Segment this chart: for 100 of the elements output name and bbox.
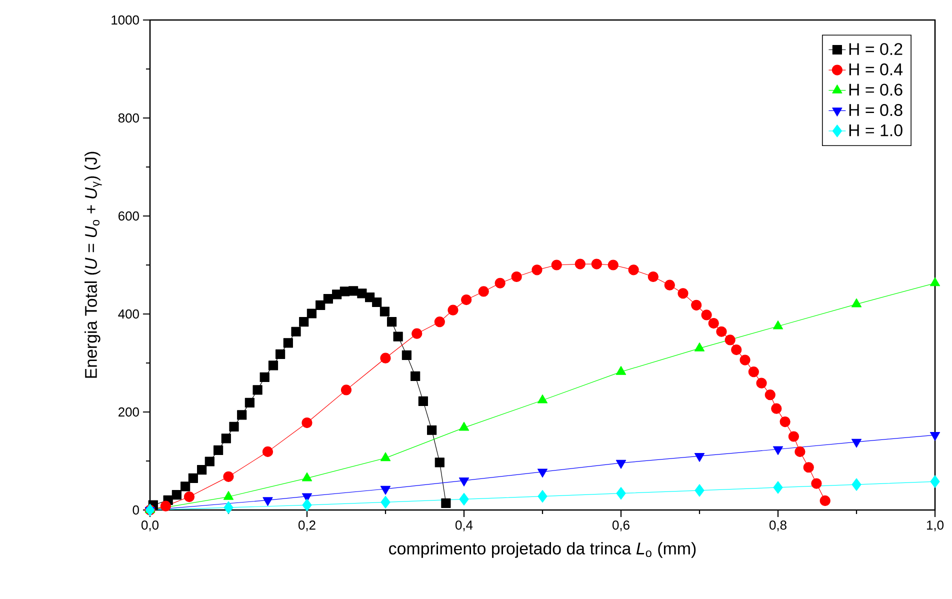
- point: [930, 432, 940, 441]
- point: [458, 478, 470, 486]
- point: [188, 473, 198, 483]
- legend-label: H = 1.0: [849, 124, 902, 136]
- point: [459, 492, 469, 506]
- x-tick-label: 0,2: [298, 520, 316, 532]
- point: [410, 371, 420, 382]
- point: [380, 352, 391, 364]
- point: [628, 264, 639, 276]
- point: [380, 486, 391, 495]
- point: [197, 465, 207, 475]
- x-tick-label: 0,4: [456, 520, 473, 532]
- point: [694, 453, 705, 462]
- x-tick-label: 0,8: [770, 520, 786, 532]
- point: [716, 326, 727, 337]
- point: [708, 318, 719, 329]
- point: [764, 390, 776, 400]
- point: [851, 298, 862, 308]
- point: [748, 366, 759, 378]
- point: [772, 446, 784, 456]
- point: [213, 445, 224, 456]
- point: [537, 468, 548, 478]
- legend-label: H = 0.8: [849, 104, 902, 116]
- point: [494, 278, 506, 288]
- point: [616, 460, 626, 469]
- x-tick-label: 0,0: [142, 520, 159, 532]
- point: [348, 286, 358, 296]
- point: [260, 372, 270, 382]
- point: [616, 487, 626, 500]
- point: [316, 300, 326, 310]
- point: [204, 456, 214, 466]
- y-tick-label: 800: [118, 113, 139, 123]
- point: [224, 501, 234, 514]
- point: [302, 417, 312, 428]
- point: [574, 258, 586, 270]
- y-tick-label: 200: [118, 407, 139, 417]
- point: [694, 484, 704, 497]
- y-tick-label: 600: [118, 211, 139, 221]
- point: [930, 475, 940, 488]
- point: [780, 416, 790, 428]
- point: [380, 452, 391, 462]
- point: [237, 410, 247, 420]
- point: [262, 446, 274, 457]
- point: [244, 398, 254, 408]
- point: [788, 431, 800, 442]
- point: [851, 438, 862, 448]
- point: [803, 462, 814, 473]
- point: [302, 498, 312, 512]
- point: [532, 264, 542, 276]
- point: [538, 490, 548, 503]
- point: [229, 422, 239, 432]
- point: [616, 366, 626, 375]
- point: [412, 328, 422, 339]
- point: [276, 349, 286, 359]
- point: [441, 498, 451, 508]
- point: [306, 308, 317, 318]
- point: [380, 496, 390, 508]
- legend-label: H = 0.6: [849, 84, 902, 96]
- point: [794, 446, 806, 457]
- legend-label: H = 0.4: [849, 63, 903, 76]
- x-tick-label: 0,6: [612, 520, 630, 532]
- point: [386, 317, 397, 327]
- point: [180, 482, 190, 492]
- point: [771, 403, 782, 414]
- point: [551, 260, 562, 270]
- y-tick-label: 0: [132, 505, 139, 515]
- point: [724, 334, 736, 346]
- point: [852, 478, 862, 491]
- point: [380, 306, 390, 316]
- point: [262, 497, 273, 506]
- point: [701, 310, 712, 320]
- point: [427, 425, 437, 435]
- point: [461, 294, 472, 306]
- point: [372, 297, 382, 308]
- point: [283, 338, 293, 348]
- point: [340, 286, 350, 296]
- point: [691, 300, 702, 310]
- point: [731, 344, 742, 356]
- point: [223, 471, 234, 482]
- point: [773, 481, 783, 494]
- x-axis-title: comprimento projetado da trinca L$_{o}$ (mm): [389, 542, 696, 558]
- point: [160, 500, 171, 512]
- point: [340, 384, 352, 396]
- legend-label: H = 0.2: [849, 43, 902, 56]
- point: [820, 495, 830, 506]
- point: [402, 350, 412, 360]
- point: [478, 286, 489, 297]
- point: [184, 491, 195, 502]
- point: [664, 280, 675, 290]
- point: [221, 434, 231, 444]
- point: [434, 458, 444, 468]
- text: Energia Total (U = U$_{o}$ + U$_{γ}$) (J): [84, 152, 102, 378]
- point: [172, 490, 182, 500]
- point: [434, 316, 445, 328]
- x-tick-label: 1,0: [926, 520, 944, 532]
- point: [393, 332, 403, 342]
- point: [772, 320, 784, 330]
- point: [291, 326, 301, 336]
- point: [299, 317, 309, 327]
- point: [268, 360, 278, 370]
